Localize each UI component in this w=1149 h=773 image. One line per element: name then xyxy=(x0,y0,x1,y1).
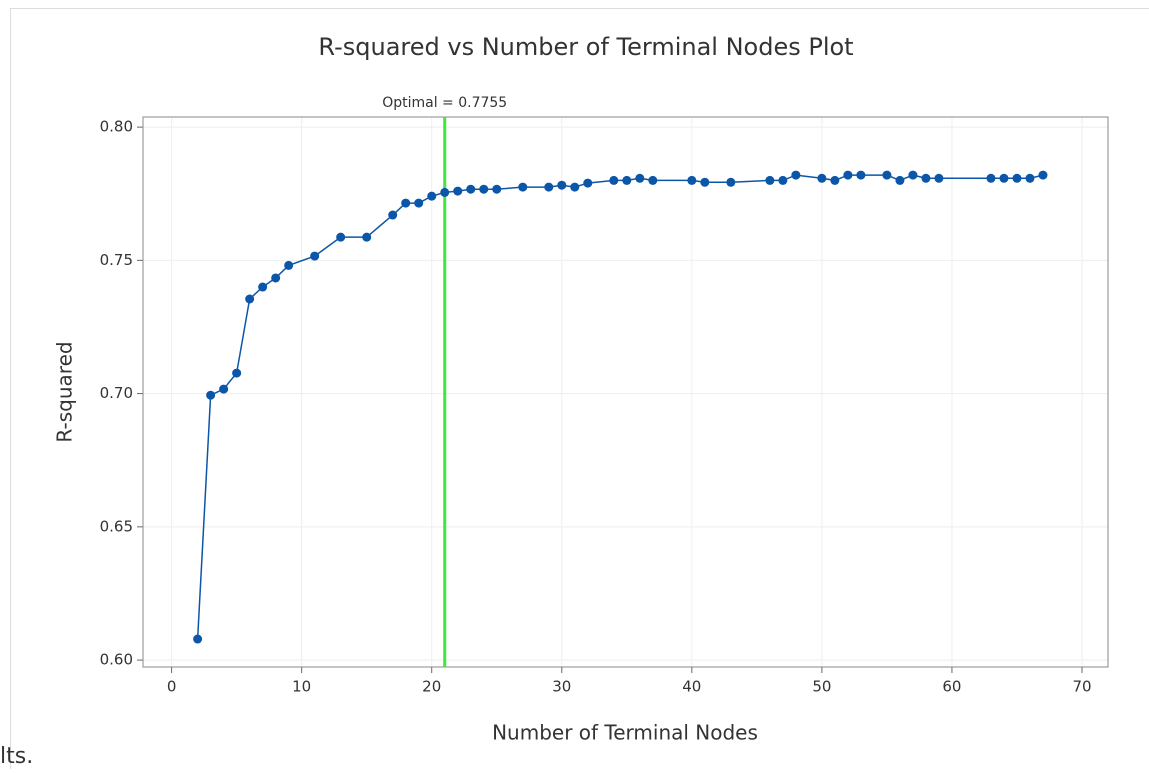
y-tick-label: 0.75 xyxy=(100,251,133,269)
data-point xyxy=(921,174,930,183)
x-tick-label: 40 xyxy=(682,678,701,696)
data-point xyxy=(466,185,475,194)
data-point xyxy=(726,178,735,187)
data-point xyxy=(843,171,852,180)
x-tick-label: 70 xyxy=(1072,678,1091,696)
x-tick-label: 20 xyxy=(422,678,441,696)
data-point xyxy=(518,183,527,192)
data-point xyxy=(648,176,657,185)
data-point xyxy=(258,283,267,292)
x-tick-label: 50 xyxy=(812,678,831,696)
y-tick-label: 0.65 xyxy=(100,517,133,535)
data-point xyxy=(427,192,436,201)
data-point xyxy=(778,176,787,185)
data-point xyxy=(856,171,865,180)
data-point xyxy=(245,295,254,304)
data-point xyxy=(284,261,293,270)
data-point xyxy=(570,183,579,192)
data-point xyxy=(1012,174,1021,183)
data-point xyxy=(791,171,800,180)
data-point xyxy=(1038,171,1047,180)
data-point xyxy=(1025,174,1034,183)
data-point xyxy=(440,188,449,197)
data-point xyxy=(193,635,202,644)
data-point xyxy=(271,273,280,282)
data-point xyxy=(765,176,774,185)
data-point xyxy=(401,199,410,208)
x-tick-label: 60 xyxy=(942,678,961,696)
data-point xyxy=(362,233,371,242)
y-tick-label: 0.60 xyxy=(100,651,133,669)
data-point xyxy=(414,199,423,208)
data-point xyxy=(687,176,696,185)
data-point xyxy=(544,183,553,192)
page-fragment: lts. xyxy=(0,744,33,769)
y-tick-label: 0.70 xyxy=(100,384,133,402)
data-point xyxy=(934,174,943,183)
data-point xyxy=(609,176,618,185)
data-point xyxy=(622,176,631,185)
data-point xyxy=(557,181,566,190)
data-point xyxy=(635,174,644,183)
data-point xyxy=(388,211,397,220)
data-point xyxy=(479,185,488,194)
data-point xyxy=(999,174,1008,183)
data-point xyxy=(206,391,215,400)
data-point xyxy=(700,178,709,187)
data-point xyxy=(908,171,917,180)
y-axis-label: R-squared xyxy=(53,341,77,442)
data-point xyxy=(492,185,501,194)
data-point xyxy=(453,187,462,196)
x-tick-label: 30 xyxy=(552,678,571,696)
data-point xyxy=(895,176,904,185)
data-point xyxy=(310,252,319,261)
y-tick-label: 0.80 xyxy=(100,118,133,136)
x-axis-label: Number of Terminal Nodes xyxy=(492,721,758,745)
x-tick-label: 0 xyxy=(167,678,177,696)
data-point xyxy=(882,171,891,180)
chart-frame xyxy=(11,9,1149,770)
data-point xyxy=(336,233,345,242)
x-tick-label: 10 xyxy=(292,678,311,696)
optimal-label: Optimal = 0.7755 xyxy=(382,95,507,111)
data-point xyxy=(232,369,241,378)
data-point xyxy=(583,179,592,188)
data-point xyxy=(219,385,228,394)
chart-title: R-squared vs Number of Terminal Nodes Pl… xyxy=(318,33,853,61)
data-point xyxy=(830,176,839,185)
data-point xyxy=(817,174,826,183)
data-point xyxy=(986,174,995,183)
